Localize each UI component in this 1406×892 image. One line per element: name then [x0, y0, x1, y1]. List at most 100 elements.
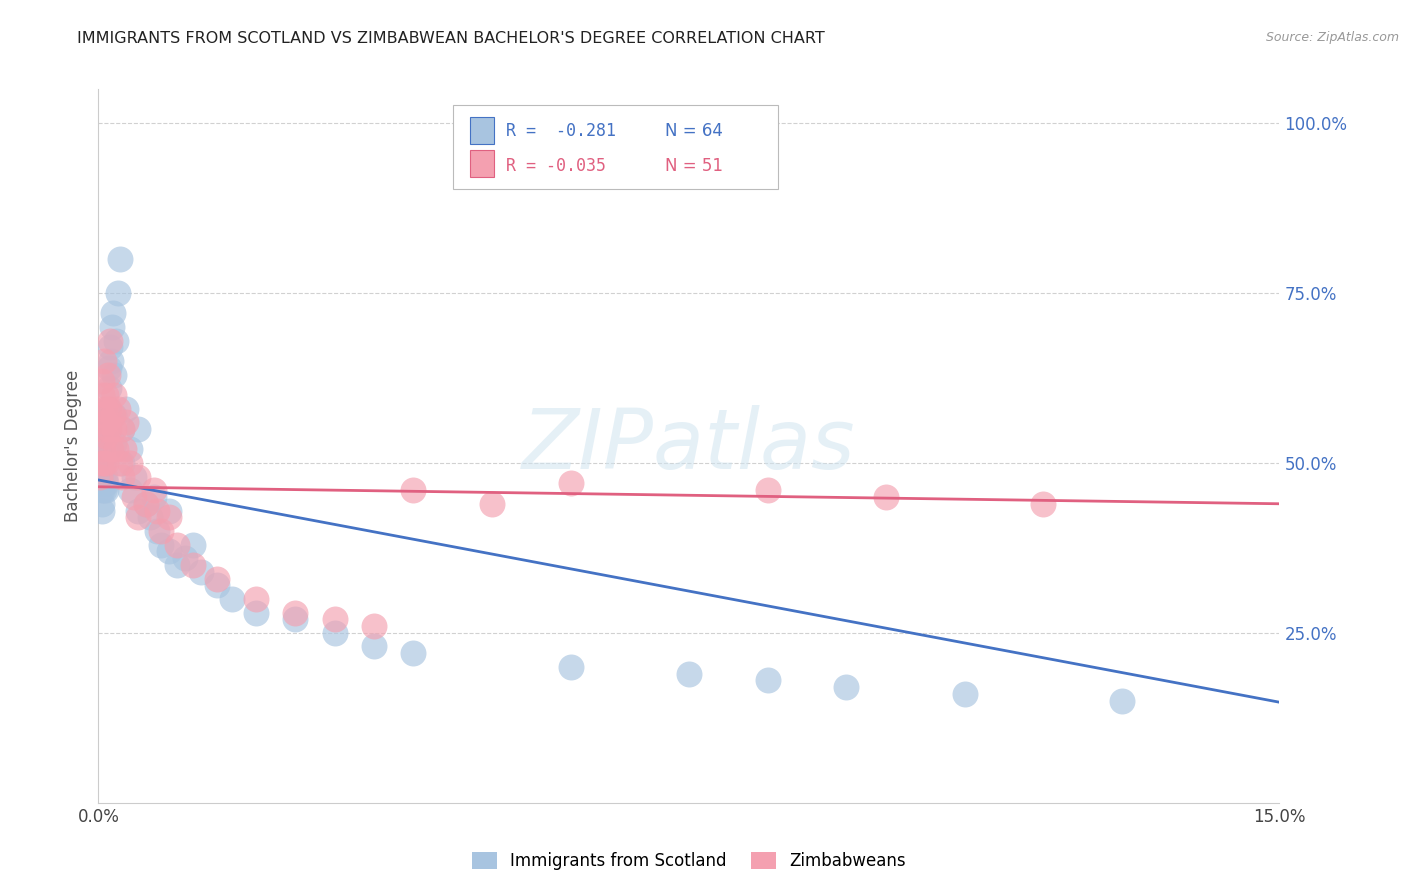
Point — [953, 687, 976, 701]
Point — [150, 537, 173, 551]
Point — [221, 591, 243, 606]
Point — [111, 422, 134, 436]
Point — [100, 442, 122, 457]
Point — [94, 429, 117, 443]
Point — [108, 456, 131, 470]
Point — [98, 341, 121, 355]
Point — [90, 476, 112, 491]
Point — [118, 442, 141, 457]
Point — [96, 415, 118, 429]
Point — [166, 537, 188, 551]
Point — [108, 252, 131, 266]
Point — [135, 497, 157, 511]
Point — [142, 483, 165, 498]
Point — [835, 680, 858, 694]
Point — [166, 558, 188, 572]
Point — [111, 422, 134, 436]
Point — [101, 409, 124, 423]
Point — [190, 565, 212, 579]
Point — [103, 422, 125, 436]
Point — [127, 422, 149, 436]
Point — [115, 401, 138, 416]
Point — [90, 456, 112, 470]
Point — [205, 578, 228, 592]
Point — [138, 510, 160, 524]
Point — [93, 401, 115, 416]
Point — [756, 483, 779, 498]
Point — [98, 334, 121, 348]
Point — [90, 463, 112, 477]
Point — [93, 422, 115, 436]
Point — [91, 456, 114, 470]
Point — [103, 409, 125, 423]
Point — [205, 572, 228, 586]
Point — [89, 469, 111, 483]
Text: IMMIGRANTS FROM SCOTLAND VS ZIMBABWEAN BACHELOR'S DEGREE CORRELATION CHART: IMMIGRANTS FROM SCOTLAND VS ZIMBABWEAN B… — [77, 31, 825, 46]
Text: R =  -0.281: R = -0.281 — [506, 121, 616, 139]
Point — [560, 660, 582, 674]
Point — [97, 381, 120, 395]
Text: ZIPatlas: ZIPatlas — [522, 406, 856, 486]
Point — [90, 409, 112, 423]
Point — [560, 476, 582, 491]
Point — [103, 435, 125, 450]
Point — [245, 606, 267, 620]
Point — [91, 388, 114, 402]
Point — [323, 626, 346, 640]
Point — [127, 510, 149, 524]
Point — [363, 619, 385, 633]
Point — [142, 490, 165, 504]
Point — [93, 483, 115, 498]
Point — [111, 456, 134, 470]
Point — [96, 409, 118, 423]
Point — [107, 401, 129, 416]
Text: N = 64: N = 64 — [665, 121, 723, 139]
Point — [402, 483, 425, 498]
Point — [402, 646, 425, 660]
Point — [174, 551, 197, 566]
Point — [91, 442, 114, 457]
Point — [115, 415, 138, 429]
Text: R = -0.035: R = -0.035 — [506, 157, 606, 175]
Point — [678, 666, 700, 681]
Point — [91, 442, 114, 457]
Point — [756, 673, 779, 688]
Point — [97, 401, 120, 416]
Point — [875, 490, 897, 504]
Point — [1032, 497, 1054, 511]
Point — [150, 524, 173, 538]
Point — [157, 503, 180, 517]
Point — [93, 456, 115, 470]
Point — [146, 524, 169, 538]
Point — [118, 483, 141, 498]
Point — [98, 360, 121, 375]
Text: N = 51: N = 51 — [665, 157, 723, 175]
Point — [122, 490, 145, 504]
Point — [157, 544, 180, 558]
Point — [91, 503, 114, 517]
Point — [104, 442, 127, 457]
Point — [91, 469, 114, 483]
Point — [91, 483, 114, 498]
Point — [96, 429, 118, 443]
Point — [157, 510, 180, 524]
Point — [481, 497, 503, 511]
Point — [97, 401, 120, 416]
Point — [90, 456, 112, 470]
Point — [323, 612, 346, 626]
Point — [103, 368, 125, 382]
FancyBboxPatch shape — [453, 105, 778, 189]
Point — [101, 306, 124, 320]
Point — [1111, 694, 1133, 708]
Point — [112, 442, 135, 457]
Point — [96, 388, 118, 402]
Text: Source: ZipAtlas.com: Source: ZipAtlas.com — [1265, 31, 1399, 45]
Point — [90, 375, 112, 389]
Point — [284, 606, 307, 620]
Bar — [471, 150, 494, 177]
Y-axis label: Bachelor's Degree: Bachelor's Degree — [65, 370, 83, 522]
Point — [363, 640, 385, 654]
Point — [146, 503, 169, 517]
Point — [181, 558, 204, 572]
Point — [91, 422, 114, 436]
